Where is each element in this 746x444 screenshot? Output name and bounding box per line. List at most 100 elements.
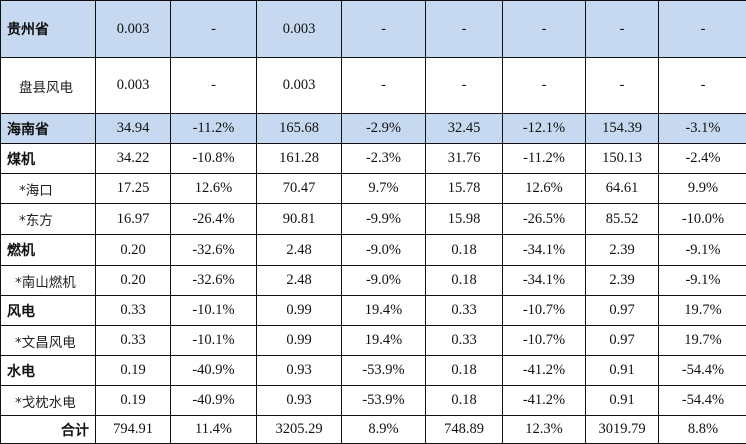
table-cell: 0.18 — [426, 356, 503, 386]
table-cell: - — [342, 1, 426, 58]
table-cell: -10.1% — [171, 296, 257, 326]
table-cell: 19.4% — [342, 296, 426, 326]
row-label: *海口 — [1, 174, 96, 204]
table-cell: 794.91 — [96, 416, 171, 444]
table-cell: 0.003 — [96, 1, 171, 58]
table-cell: -41.2% — [503, 386, 586, 416]
table-cell: -12.1% — [503, 114, 586, 144]
table-cell: -40.9% — [171, 356, 257, 386]
table-cell: 0.33 — [426, 326, 503, 356]
table-cell: -2.9% — [342, 114, 426, 144]
table-cell: -10.7% — [503, 326, 586, 356]
table-cell: - — [426, 1, 503, 58]
row-label: *戈枕水电 — [1, 386, 96, 416]
table-cell: 31.76 — [426, 144, 503, 174]
table-cell: 150.13 — [586, 144, 659, 174]
row-label: 贵州省 — [1, 1, 96, 58]
table-cell: -53.9% — [342, 386, 426, 416]
table-cell: 12.3% — [503, 416, 586, 444]
table-cell: -11.2% — [503, 144, 586, 174]
table-cell: 0.97 — [586, 296, 659, 326]
table-cell: - — [586, 1, 659, 58]
row-label: 风电 — [1, 296, 96, 326]
row-label: 煤机 — [1, 144, 96, 174]
table-cell: - — [659, 58, 746, 114]
table-cell: 2.48 — [257, 235, 342, 266]
row-label: *南山燃机 — [1, 266, 96, 296]
table-cell: - — [503, 1, 586, 58]
row-label: 合计 — [1, 416, 96, 444]
table-cell: -34.1% — [503, 235, 586, 266]
table-cell: 16.97 — [96, 204, 171, 235]
table-cell: -54.4% — [659, 356, 746, 386]
table-cell: -10.7% — [503, 296, 586, 326]
table-cell: 0.18 — [426, 386, 503, 416]
table-cell: -2.4% — [659, 144, 746, 174]
table-cell: 0.93 — [257, 356, 342, 386]
table-cell: 34.22 — [96, 144, 171, 174]
table-cell: 3019.79 — [586, 416, 659, 444]
table-cell: -9.9% — [342, 204, 426, 235]
table-cell: -53.9% — [342, 356, 426, 386]
table-cell: 9.9% — [659, 174, 746, 204]
table-cell: -10.0% — [659, 204, 746, 235]
table-cell: 0.20 — [96, 235, 171, 266]
row-label: 燃机 — [1, 235, 96, 266]
table-cell: 161.28 — [257, 144, 342, 174]
table-cell: -3.1% — [659, 114, 746, 144]
table-cell: 0.33 — [426, 296, 503, 326]
row-label: 水电 — [1, 356, 96, 386]
table-cell: -10.1% — [171, 326, 257, 356]
table-cell: 8.8% — [659, 416, 746, 444]
table-cell: 32.45 — [426, 114, 503, 144]
table-cell: -10.8% — [171, 144, 257, 174]
table-cell: 0.93 — [257, 386, 342, 416]
table-cell: 85.52 — [586, 204, 659, 235]
table-cell: 0.33 — [96, 326, 171, 356]
table-cell: 12.6% — [171, 174, 257, 204]
table-cell: 17.25 — [96, 174, 171, 204]
table-cell: 9.7% — [342, 174, 426, 204]
table-cell: 3205.29 — [257, 416, 342, 444]
table-cell: 12.6% — [503, 174, 586, 204]
table-cell: 2.39 — [586, 235, 659, 266]
table-cell: -41.2% — [503, 356, 586, 386]
table-cell: - — [503, 58, 586, 114]
table-cell: 15.98 — [426, 204, 503, 235]
table-cell: 0.003 — [257, 1, 342, 58]
table-cell: 2.48 — [257, 266, 342, 296]
table-cell: 0.003 — [257, 58, 342, 114]
table-cell: -11.2% — [171, 114, 257, 144]
table-cell: 0.91 — [586, 386, 659, 416]
table-cell: - — [426, 58, 503, 114]
row-label: 盘县风电 — [1, 58, 96, 114]
table-cell: -34.1% — [503, 266, 586, 296]
table-cell: -9.1% — [659, 235, 746, 266]
table-cell: 0.99 — [257, 296, 342, 326]
table-cell: - — [659, 1, 746, 58]
table-cell: 8.9% — [342, 416, 426, 444]
table-cell: - — [171, 1, 257, 58]
table-cell: 0.33 — [96, 296, 171, 326]
table-cell: 70.47 — [257, 174, 342, 204]
table-cell: 0.20 — [96, 266, 171, 296]
table-cell: 64.61 — [586, 174, 659, 204]
table-cell: - — [586, 58, 659, 114]
table-cell: -9.0% — [342, 235, 426, 266]
table-cell: 165.68 — [257, 114, 342, 144]
table-cell: -40.9% — [171, 386, 257, 416]
table-cell: 2.39 — [586, 266, 659, 296]
